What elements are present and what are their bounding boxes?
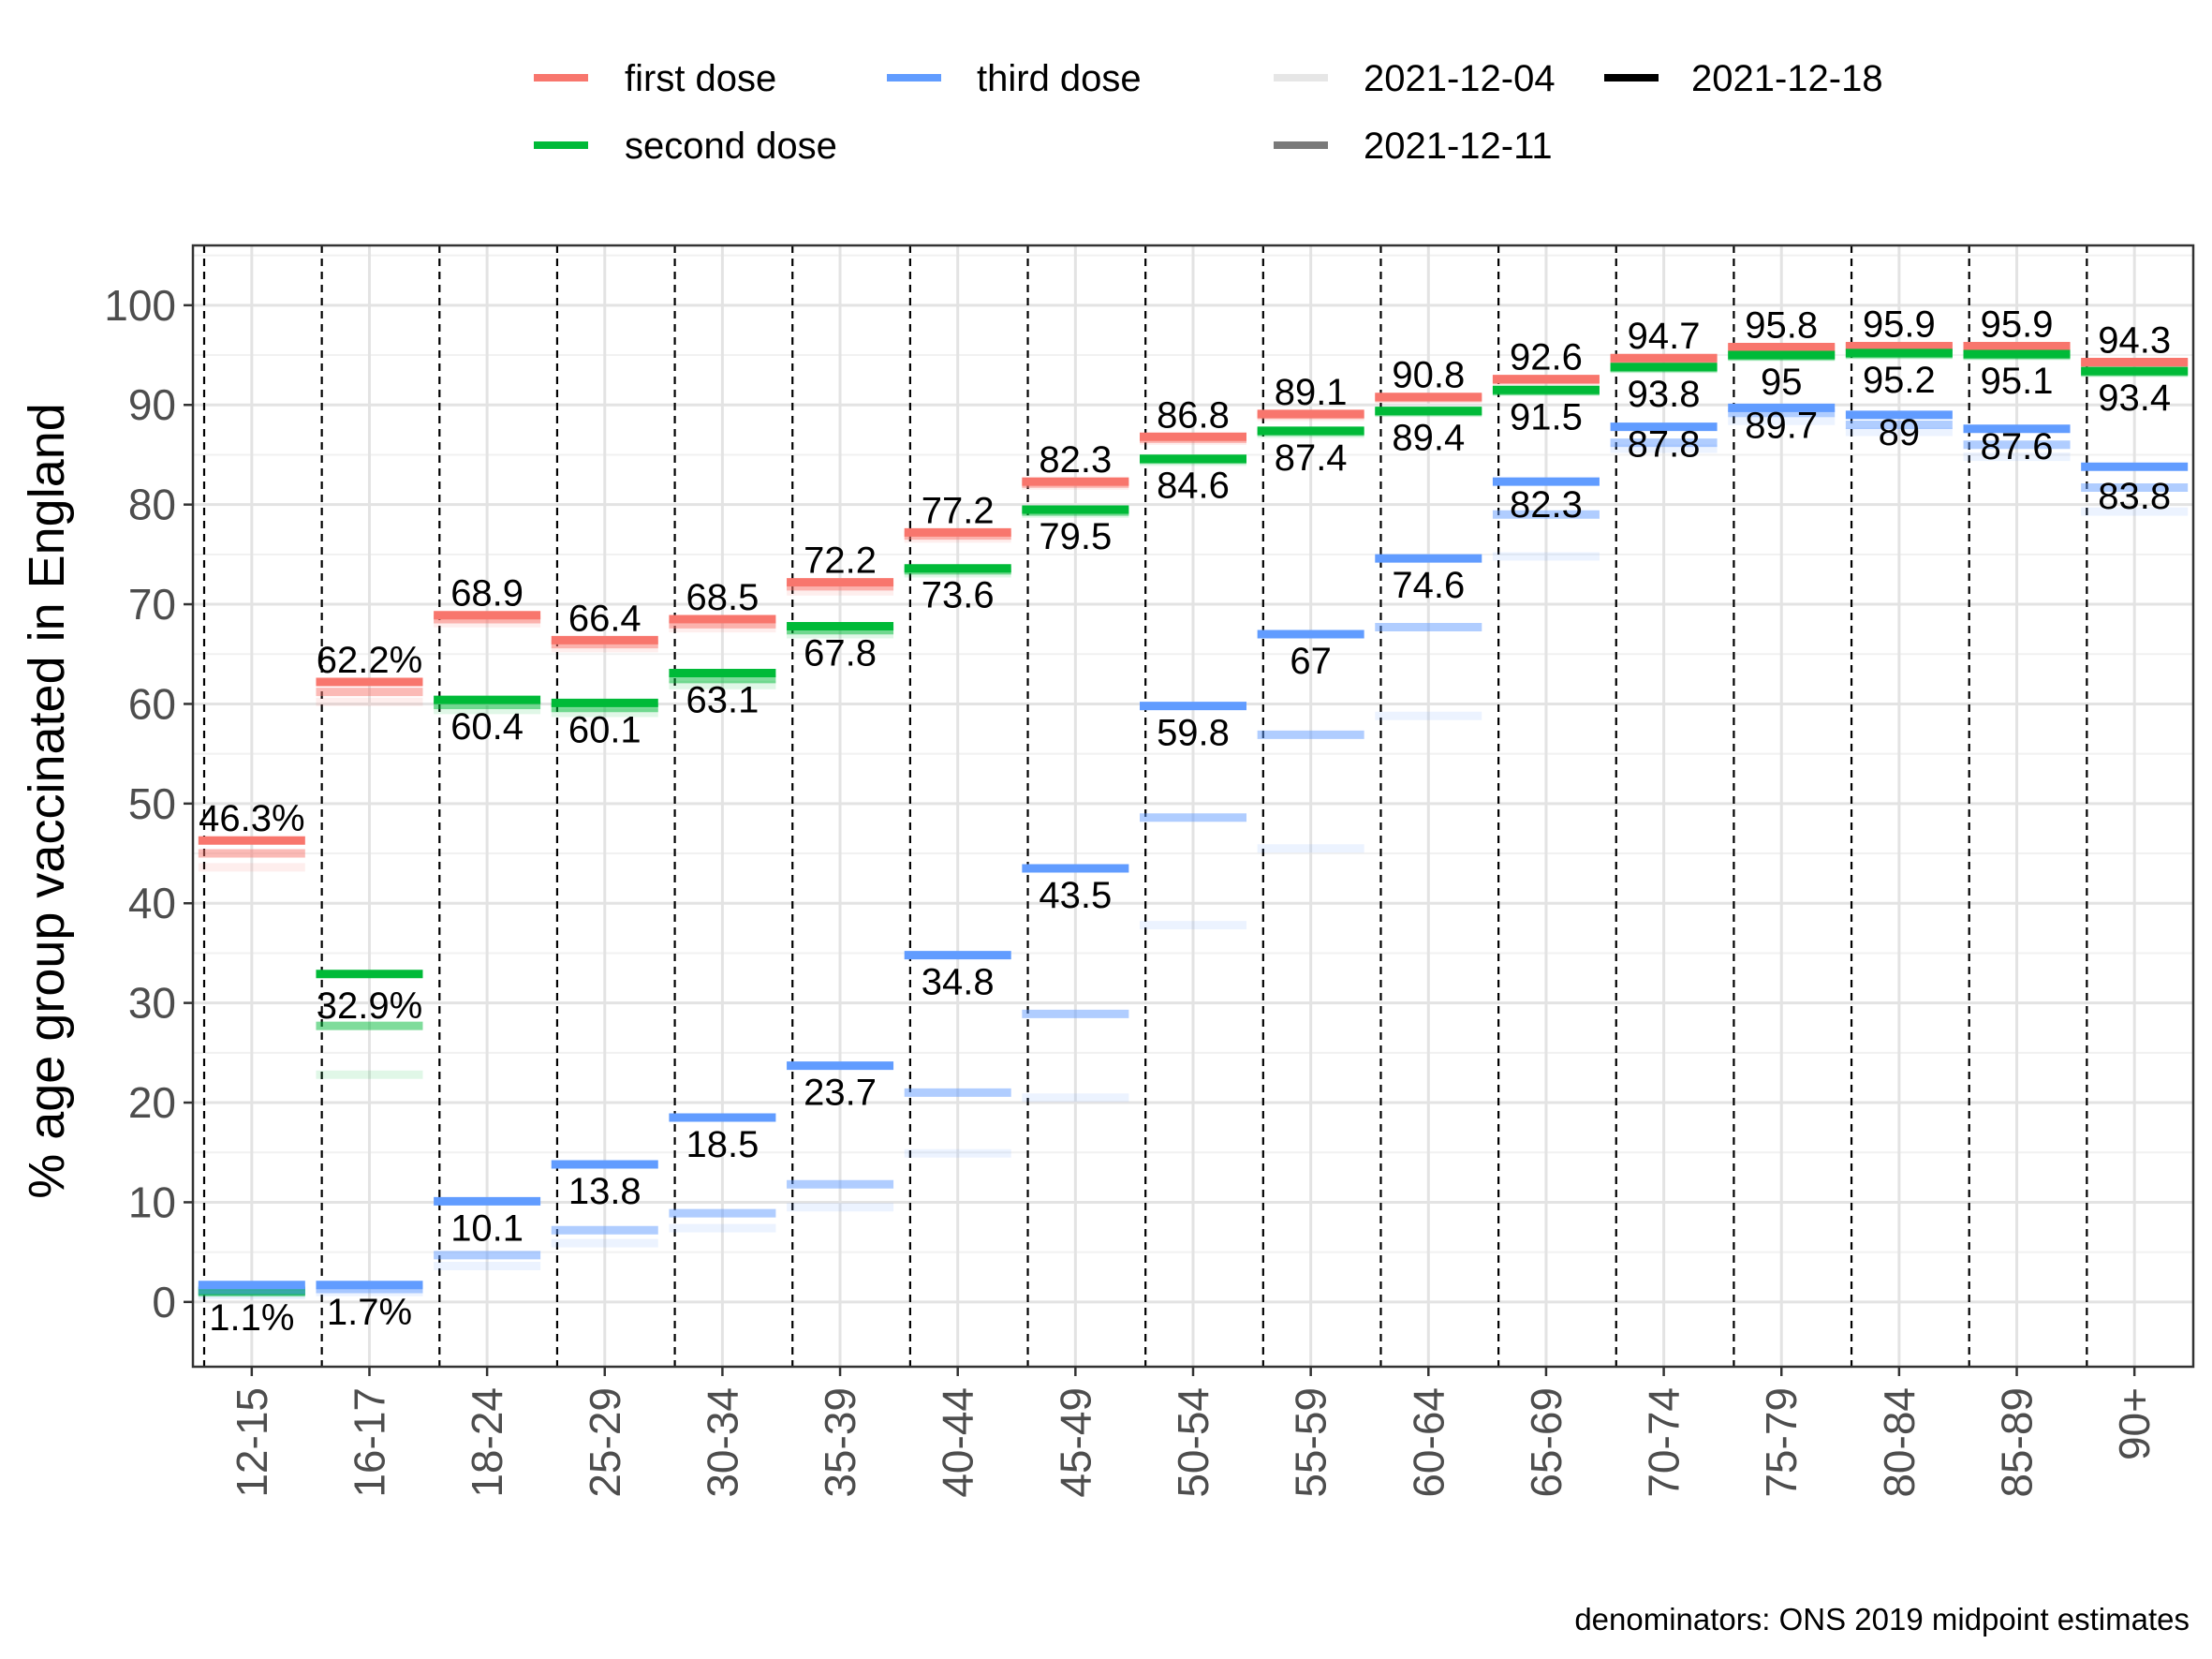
x-tick-label: 55-59 bbox=[1287, 1387, 1335, 1498]
value-label: 63.1 bbox=[686, 679, 759, 720]
value-label: 68.5 bbox=[686, 577, 759, 618]
y-tick-label: 100 bbox=[104, 281, 176, 330]
value-label: 60.1 bbox=[568, 709, 641, 750]
caption: denominators: ONS 2019 midpoint estimate… bbox=[1574, 1602, 2190, 1637]
value-label: 67.8 bbox=[804, 632, 877, 674]
plot-panel: 46.3% 1.1% 62.2% 32.9% 68.9 60.4 10.1 66.4 60.1 1… bbox=[191, 244, 2195, 1369]
x-tick-label: 30-34 bbox=[698, 1387, 746, 1498]
legend-label: third dose bbox=[977, 58, 1142, 99]
x-tick-label: 25-29 bbox=[581, 1387, 629, 1498]
value-label: 87.8 bbox=[1628, 424, 1701, 466]
value-label: 74.6 bbox=[1392, 565, 1465, 606]
y-tick-label: 0 bbox=[152, 1278, 176, 1326]
value-label: 95 bbox=[1761, 362, 1803, 403]
value-label: 92.6 bbox=[1510, 337, 1583, 378]
x-tick-label: 65-69 bbox=[1522, 1387, 1571, 1498]
legend-label: first dose bbox=[625, 58, 776, 99]
value-label: 87.6 bbox=[1981, 426, 2054, 467]
value-label: 1.7% bbox=[327, 1292, 412, 1333]
value-label: 89.1 bbox=[1275, 372, 1348, 413]
value-label: 18.5 bbox=[686, 1124, 759, 1165]
y-tick-label: 30 bbox=[128, 979, 176, 1028]
value-label: 13.8 bbox=[568, 1171, 641, 1212]
value-label: 46.3% bbox=[199, 798, 304, 839]
legend-label: second dose bbox=[625, 126, 837, 167]
value-label: 62.2% bbox=[317, 640, 422, 681]
value-label: 95.9 bbox=[1863, 304, 1936, 345]
legend: first dose second dose third dose 2021-12-0… bbox=[534, 58, 1883, 167]
y-tick-label: 80 bbox=[128, 481, 176, 529]
y-tick-label: 20 bbox=[128, 1078, 176, 1127]
value-label: 83.8 bbox=[2098, 476, 2171, 517]
value-label: 1.1% bbox=[209, 1297, 294, 1339]
x-tick-label: 16-17 bbox=[345, 1387, 393, 1498]
legend-label: 2021-12-11 bbox=[1364, 126, 1553, 167]
x-tick-label: 45-49 bbox=[1051, 1387, 1099, 1498]
y-tick-label: 90 bbox=[128, 380, 176, 429]
y-tick-label: 40 bbox=[128, 879, 176, 927]
y-tick-label: 70 bbox=[128, 580, 176, 629]
legend-label: 2021-12-04 bbox=[1364, 58, 1556, 99]
value-label: 95.1 bbox=[1981, 361, 2054, 402]
value-label: 59.8 bbox=[1157, 713, 1230, 754]
x-tick-label: 60-64 bbox=[1404, 1387, 1453, 1498]
value-label: 91.5 bbox=[1510, 396, 1583, 437]
value-label: 94.7 bbox=[1628, 316, 1701, 357]
x-tick-label: 85-89 bbox=[1993, 1387, 2042, 1498]
value-label: 82.3 bbox=[1039, 439, 1112, 481]
value-label: 89.7 bbox=[1745, 405, 1818, 446]
value-label: 93.4 bbox=[2098, 378, 2171, 419]
value-label: 43.5 bbox=[1039, 875, 1112, 916]
value-label: 84.6 bbox=[1157, 466, 1230, 507]
value-label: 86.8 bbox=[1157, 394, 1230, 436]
value-label: 67 bbox=[1290, 641, 1332, 682]
value-label: 90.8 bbox=[1392, 355, 1465, 396]
legend-label: 2021-12-18 bbox=[1691, 58, 1883, 99]
value-label: 95.9 bbox=[1981, 304, 2054, 345]
value-label: 60.4 bbox=[450, 706, 524, 748]
value-label: 87.4 bbox=[1275, 437, 1348, 479]
x-tick-label: 12-15 bbox=[228, 1387, 276, 1498]
value-label: 95.2 bbox=[1863, 360, 1936, 401]
value-label: 68.9 bbox=[450, 573, 524, 615]
value-label: 82.3 bbox=[1510, 484, 1583, 526]
x-tick-label: 35-39 bbox=[816, 1387, 864, 1498]
value-label: 34.8 bbox=[922, 962, 995, 1003]
value-label: 95.8 bbox=[1745, 305, 1818, 347]
x-tick-label: 75-79 bbox=[1757, 1387, 1806, 1498]
value-label: 89 bbox=[1879, 412, 1921, 453]
value-label: 94.3 bbox=[2098, 319, 2171, 361]
value-label: 32.9% bbox=[317, 985, 422, 1027]
y-tick-label: 60 bbox=[128, 679, 176, 728]
value-label: 89.4 bbox=[1392, 418, 1465, 459]
value-label: 23.7 bbox=[804, 1073, 877, 1114]
value-label: 10.1 bbox=[450, 1207, 524, 1249]
x-tick-label: 50-54 bbox=[1169, 1387, 1217, 1498]
value-label: 77.2 bbox=[922, 490, 995, 531]
x-tick-label: 90+ bbox=[2110, 1387, 2159, 1460]
y-tick-label: 50 bbox=[128, 779, 176, 828]
x-tick-label: 40-44 bbox=[934, 1387, 982, 1498]
y-axis: 0 10 20 30 40 50 60 70 80 90 100 bbox=[104, 281, 193, 1326]
y-axis-title: % age group vaccinated in England bbox=[19, 403, 75, 1199]
x-tick-label: 80-84 bbox=[1875, 1387, 1924, 1498]
value-label: 79.5 bbox=[1039, 516, 1112, 557]
value-label: 72.2 bbox=[804, 541, 877, 582]
x-tick-label: 70-74 bbox=[1640, 1387, 1688, 1498]
y-tick-label: 10 bbox=[128, 1178, 176, 1226]
value-label: 73.6 bbox=[922, 575, 995, 616]
x-tick-label: 18-24 bbox=[463, 1387, 511, 1498]
value-label: 93.8 bbox=[1628, 374, 1701, 415]
value-label: 66.4 bbox=[568, 598, 641, 639]
x-axis: 12-15 16-17 18-24 25-29 30-34 35-39 40-44 45-49… bbox=[228, 1367, 2159, 1498]
